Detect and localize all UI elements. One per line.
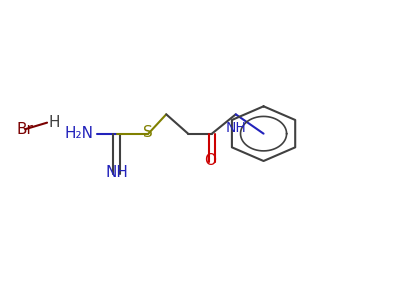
Text: NH: NH	[225, 121, 246, 135]
Text: S: S	[144, 125, 153, 140]
Text: H₂N: H₂N	[64, 126, 94, 141]
Text: NH: NH	[105, 165, 128, 180]
Text: H: H	[48, 115, 60, 130]
Text: Br: Br	[17, 122, 34, 137]
Text: O: O	[204, 153, 216, 168]
